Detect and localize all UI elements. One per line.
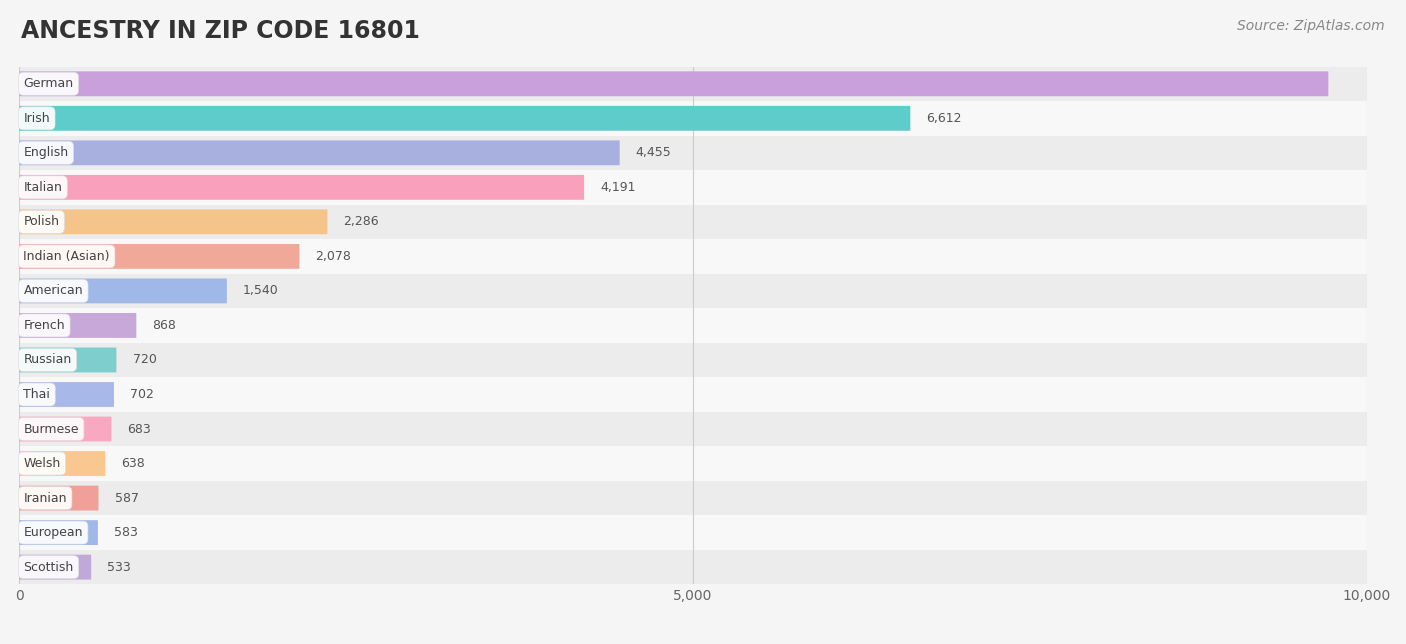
Bar bbox=[20, 66, 1367, 101]
Bar bbox=[20, 481, 1367, 515]
FancyBboxPatch shape bbox=[20, 554, 91, 580]
FancyBboxPatch shape bbox=[20, 486, 98, 511]
Bar bbox=[20, 239, 1367, 274]
FancyBboxPatch shape bbox=[20, 382, 114, 407]
Text: 868: 868 bbox=[152, 319, 176, 332]
Text: 1,540: 1,540 bbox=[243, 285, 278, 298]
Text: Russian: Russian bbox=[24, 354, 72, 366]
FancyBboxPatch shape bbox=[20, 451, 105, 476]
FancyBboxPatch shape bbox=[20, 175, 583, 200]
Text: 702: 702 bbox=[131, 388, 155, 401]
Bar bbox=[20, 170, 1367, 205]
Text: German: German bbox=[24, 77, 73, 90]
Text: French: French bbox=[24, 319, 65, 332]
Text: 583: 583 bbox=[114, 526, 138, 539]
FancyBboxPatch shape bbox=[20, 106, 910, 131]
FancyBboxPatch shape bbox=[20, 348, 117, 372]
Text: Source: ZipAtlas.com: Source: ZipAtlas.com bbox=[1237, 19, 1385, 33]
Bar bbox=[20, 412, 1367, 446]
Text: Indian (Asian): Indian (Asian) bbox=[24, 250, 110, 263]
Text: Thai: Thai bbox=[24, 388, 51, 401]
Text: ANCESTRY IN ZIP CODE 16801: ANCESTRY IN ZIP CODE 16801 bbox=[21, 19, 420, 43]
FancyBboxPatch shape bbox=[20, 209, 328, 234]
Bar bbox=[20, 205, 1367, 239]
Bar bbox=[20, 515, 1367, 550]
Text: 533: 533 bbox=[107, 561, 131, 574]
Bar bbox=[20, 136, 1367, 170]
Bar bbox=[20, 343, 1367, 377]
Bar bbox=[20, 550, 1367, 584]
Text: 2,286: 2,286 bbox=[343, 215, 380, 229]
Text: 638: 638 bbox=[121, 457, 145, 470]
Text: 2,078: 2,078 bbox=[315, 250, 352, 263]
FancyBboxPatch shape bbox=[20, 140, 620, 166]
FancyBboxPatch shape bbox=[20, 244, 299, 269]
Text: Irish: Irish bbox=[24, 112, 51, 125]
Text: Polish: Polish bbox=[24, 215, 59, 229]
Text: Welsh: Welsh bbox=[24, 457, 60, 470]
Bar bbox=[20, 101, 1367, 136]
FancyBboxPatch shape bbox=[20, 520, 98, 545]
Text: American: American bbox=[24, 285, 83, 298]
Bar bbox=[20, 274, 1367, 308]
Bar bbox=[20, 446, 1367, 481]
Bar bbox=[20, 377, 1367, 412]
Text: 587: 587 bbox=[115, 491, 139, 504]
Text: English: English bbox=[24, 146, 69, 159]
Text: 4,455: 4,455 bbox=[636, 146, 672, 159]
Text: 6,612: 6,612 bbox=[927, 112, 962, 125]
Text: Iranian: Iranian bbox=[24, 491, 67, 504]
Text: 683: 683 bbox=[128, 422, 152, 435]
Bar bbox=[20, 308, 1367, 343]
FancyBboxPatch shape bbox=[20, 417, 111, 441]
FancyBboxPatch shape bbox=[20, 71, 1329, 96]
Text: Scottish: Scottish bbox=[24, 561, 73, 574]
Text: Burmese: Burmese bbox=[24, 422, 79, 435]
Text: 720: 720 bbox=[132, 354, 156, 366]
FancyBboxPatch shape bbox=[20, 278, 226, 303]
Text: European: European bbox=[24, 526, 83, 539]
FancyBboxPatch shape bbox=[20, 313, 136, 338]
Text: 4,191: 4,191 bbox=[600, 181, 636, 194]
Text: Italian: Italian bbox=[24, 181, 62, 194]
